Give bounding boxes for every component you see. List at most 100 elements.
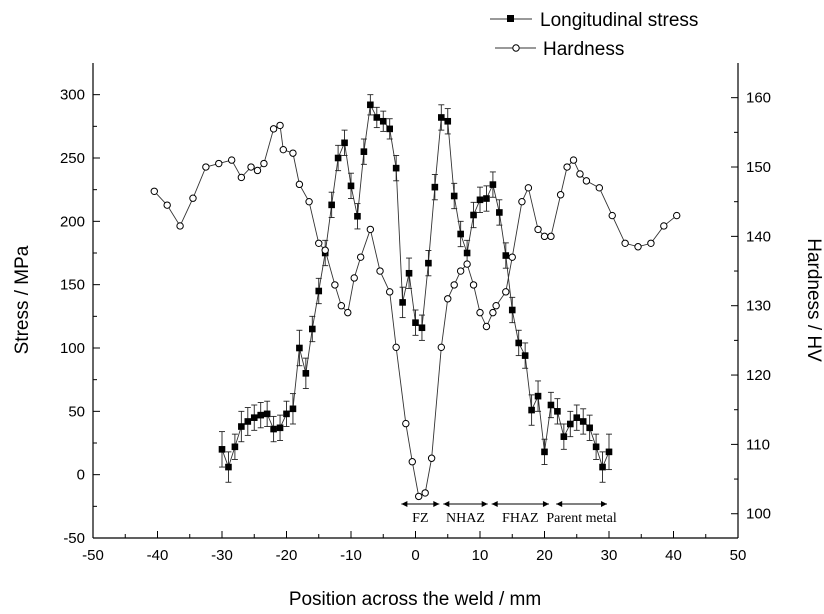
y-tick-label: 300 [60,87,85,104]
x-tick-label: -30 [211,547,233,564]
stress-point [373,114,381,121]
hardness-point [408,458,416,466]
series-longitudinal-stress [218,94,613,483]
stress-point [438,114,445,121]
x-tick-label: 20 [536,547,553,564]
stress-point [554,408,561,415]
hardness-point [202,163,210,171]
zone-label: NHAZ [446,511,485,526]
stress-point [599,463,606,471]
hardness-point [269,125,278,133]
stress-point [483,195,490,202]
legend-stress-label: Longitudinal stress [540,10,698,31]
legend-hardness-marker [512,44,520,52]
hardness-point [295,180,304,189]
zone-arrow-head-left [556,501,563,507]
zone-arrow-head-left [443,501,450,507]
hardness-point [518,197,526,206]
y2-tick-label: 140 [746,228,771,245]
hardness-point [276,121,284,130]
hardness-point [673,211,681,220]
y-tick-label: -50 [63,530,85,547]
x-tick-label: 30 [601,547,618,564]
hardness-point [556,191,565,199]
right-y-axis-title: Hardness / HV [803,238,824,362]
hardness-point [524,184,533,192]
legend-item-stress: Longitudinal stress [490,10,698,31]
zone-arrow-head-left [491,501,498,507]
hardness-point [463,260,471,268]
x-tick-label: 10 [472,547,489,564]
stress-point [276,424,284,432]
zone-arrow-head-right [542,501,549,507]
stress-point [528,406,535,414]
stress-point [231,443,239,451]
stress-point [367,101,374,109]
hardness-point [279,145,287,154]
y-tick-label: 0 [77,467,85,484]
hardness-point [621,239,629,247]
x-tick-label: 50 [730,547,747,564]
x-tick-label: -50 [82,547,104,564]
stress-point [392,164,400,172]
stress-point [341,139,348,147]
y-tick-label: 150 [60,277,85,294]
stress-point [418,324,426,332]
stress-point [592,443,600,451]
hardness-point [253,166,262,175]
y-tick-label: 100 [60,340,85,357]
stress-point [541,448,548,456]
hardness-point [492,302,500,310]
stress-point [379,117,387,125]
stress-point [328,201,335,209]
stress-point [347,182,355,190]
zone-arrow-head-right [601,501,607,507]
right-y-axis-ticks: 100 110 120 130 140 150 160 [731,90,771,523]
stress-point [586,424,593,432]
left-y-axis-title: Stress / MPa [12,245,33,354]
stress-point [399,299,406,306]
y2-tick-label: 150 [746,159,771,176]
stress-point [302,370,310,377]
left-y-axis-ticks: -50 0 50 100 150 200 250 300 [60,87,100,547]
stress-point [412,319,419,326]
stress-point [309,325,316,333]
hardness-point [482,322,491,331]
stress-point [521,352,529,359]
series-layer [150,94,681,501]
zone-label: FZ [412,511,428,526]
hardness-point [260,159,268,168]
stress-point [225,463,232,471]
stress-point [489,181,497,188]
stress-point [270,425,277,433]
hardness-point [489,308,497,317]
y2-tick-label: 120 [746,367,771,384]
stress-point [250,414,258,421]
x-tick-label: 0 [411,547,419,564]
hardness-point [660,222,668,230]
hardness-point [647,239,655,247]
stress-point [263,410,271,418]
hardness-point [176,222,184,230]
stress-point [573,414,581,421]
weld-zones: FZ NHAZ FHAZ Parent metal [401,501,617,526]
stress-point [560,433,568,440]
y2-tick-label: 110 [746,436,770,453]
hardness-point [337,302,346,310]
stress-point [502,252,510,259]
stress-point [567,420,574,428]
hardness-point [634,243,642,251]
stress-point [496,209,503,216]
hardness-point [547,232,555,241]
stress-point [476,196,484,204]
stress-point [238,423,245,430]
hardness-point [421,489,429,497]
x-axis-ticks: -50 -40 -30 -20 -10 0 10 20 30 40 50 [82,531,746,564]
hardness-point [415,492,423,501]
x-tick-label: 40 [665,547,682,564]
stress-point [296,344,303,352]
zone-arrow-head-right [481,501,488,507]
y2-tick-label: 160 [746,90,771,107]
y2-tick-label: 130 [746,298,771,315]
hardness-point [456,267,465,275]
